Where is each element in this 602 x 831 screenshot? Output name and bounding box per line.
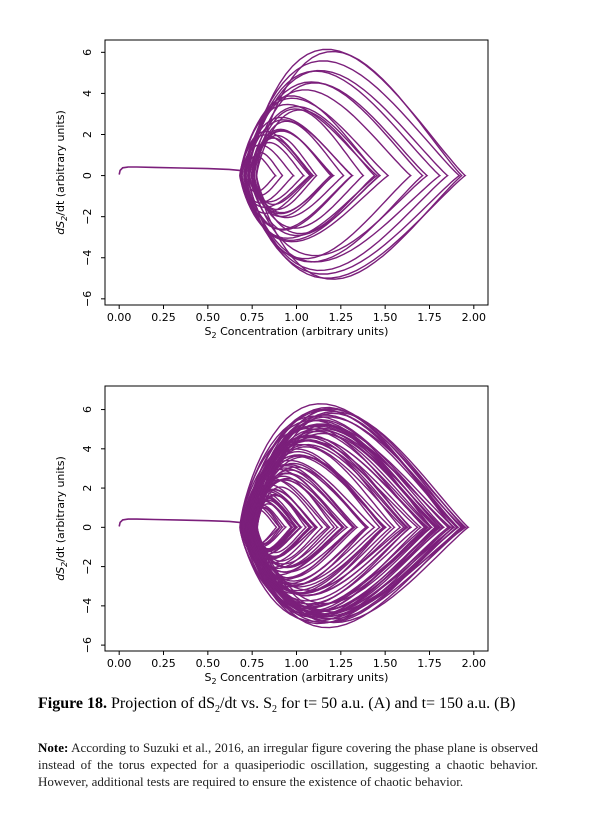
orbit-loop <box>241 435 430 615</box>
x-tick-label: 0.75 <box>240 311 265 324</box>
orbit-loop <box>251 466 370 587</box>
caption-text-3: for t= 50 a.u. (A) and t= 150 a.u. (B) <box>277 695 516 712</box>
y-tick-label: 4 <box>81 90 94 97</box>
x-tick-label: 0.25 <box>151 657 176 670</box>
caption-text-2: /dt vs. S <box>220 695 273 712</box>
y-tick-label: 0 <box>81 172 94 179</box>
orbit-loop <box>251 108 365 229</box>
x-tick-label: 0.50 <box>196 311 221 324</box>
orbit-loop <box>247 70 442 263</box>
x-tick-label: 0.25 <box>151 311 176 324</box>
note-text: According to Suzuki et al., 2016, an irr… <box>38 740 538 789</box>
y-tick-label: −6 <box>81 637 94 653</box>
orbit-group <box>118 403 470 629</box>
orbit-loop <box>248 472 355 574</box>
orbit-loop <box>247 69 449 272</box>
transient-line <box>118 518 244 527</box>
orbit-loop <box>252 477 345 569</box>
x-axis-title: S2 Concentration (arbitrary units) <box>205 671 389 686</box>
orbit-loop <box>247 141 306 203</box>
y-tick-label: 4 <box>81 445 94 452</box>
phase-plot-b-svg: 0.00 0.25 0.50 0.75 1.00 1.25 1.50 1.75 2.00 −6 −4… <box>54 385 489 686</box>
phase-plot-a-svg: 0.00 0.25 0.50 0.75 1.00 1.25 1.50 1.75 2.00 −6 −4… <box>54 39 489 340</box>
x-tick-label: 2.00 <box>462 311 487 324</box>
caption-label: Figure 18. <box>38 695 108 712</box>
caption-sub-1: 2 <box>215 704 221 716</box>
x-tick-label: 1.00 <box>284 311 309 324</box>
x-tick-label: 1.50 <box>373 657 398 670</box>
orbit-loop <box>249 428 440 613</box>
orbit-loop <box>248 128 333 215</box>
y-tick-label: −2 <box>81 209 94 225</box>
orbit-loop <box>254 439 402 591</box>
note-label: Note: <box>38 740 69 755</box>
orbit-loop <box>247 48 467 279</box>
y-axis-title: dS2/dt (arbitrary units) <box>54 110 69 235</box>
orbit-loop <box>253 130 336 214</box>
transient-line <box>118 166 244 175</box>
orbit-loop <box>239 103 379 239</box>
y-tick-label: 2 <box>81 131 94 138</box>
x-axis-title: S2 Concentration (arbitrary units) <box>205 325 389 340</box>
orbit-loop <box>239 134 312 209</box>
y-tick-label: 0 <box>81 524 94 531</box>
x-tick-label: 1.75 <box>417 657 442 670</box>
phase-plot-a: 0.00 0.25 0.50 0.75 1.00 1.25 1.50 1.75 2.00 −6 −4… <box>0 20 602 360</box>
orbit-loop <box>244 419 439 618</box>
orbit-loop <box>255 50 463 280</box>
x-tick-label: 0.75 <box>240 657 265 670</box>
x-tick-label: 0.00 <box>107 657 132 670</box>
y-axis-title: dS2/dt (arbitrary units) <box>54 456 69 581</box>
orbit-loop <box>250 82 429 257</box>
x-tick-label: 0.00 <box>107 311 132 324</box>
orbit-loop <box>239 97 390 243</box>
orbit-loop <box>241 81 424 263</box>
orbit-loop <box>248 151 284 196</box>
figure-caption: Figure 18. Projection of dS2/dt vs. S2 f… <box>38 695 568 715</box>
orbit-loop <box>247 443 408 597</box>
figure-note: Note: According to Suzuki et al., 2016, … <box>38 739 538 790</box>
caption-text-1: Projection of dS <box>107 695 216 712</box>
orbit-loop <box>243 116 353 230</box>
x-tick-label: 2.00 <box>462 657 487 670</box>
orbit-loop <box>243 423 456 615</box>
y-tick-label: −2 <box>81 558 94 574</box>
y-tick-label: 6 <box>81 406 94 413</box>
x-tick-label: 1.50 <box>373 311 398 324</box>
axes-frame <box>104 39 489 306</box>
y-tick-label: −4 <box>81 250 94 266</box>
y-tick-label: −4 <box>81 598 94 614</box>
y-tick-label: 6 <box>81 49 94 56</box>
x-tick-label: 1.00 <box>284 657 309 670</box>
y-tick-label: −6 <box>81 291 94 307</box>
phase-plot-b: 0.00 0.25 0.50 0.75 1.00 1.25 1.50 1.75 2.00 −6 −4… <box>0 366 602 706</box>
x-tick-label: 0.50 <box>196 657 221 670</box>
x-tick-label: 1.25 <box>329 311 354 324</box>
x-tick-label: 1.25 <box>329 657 354 670</box>
caption-sub-2: 2 <box>272 704 278 716</box>
x-tick-label: 1.75 <box>417 311 442 324</box>
orbit-loop <box>246 427 442 611</box>
orbit-group <box>118 48 467 280</box>
y-tick-label: 2 <box>81 485 94 492</box>
